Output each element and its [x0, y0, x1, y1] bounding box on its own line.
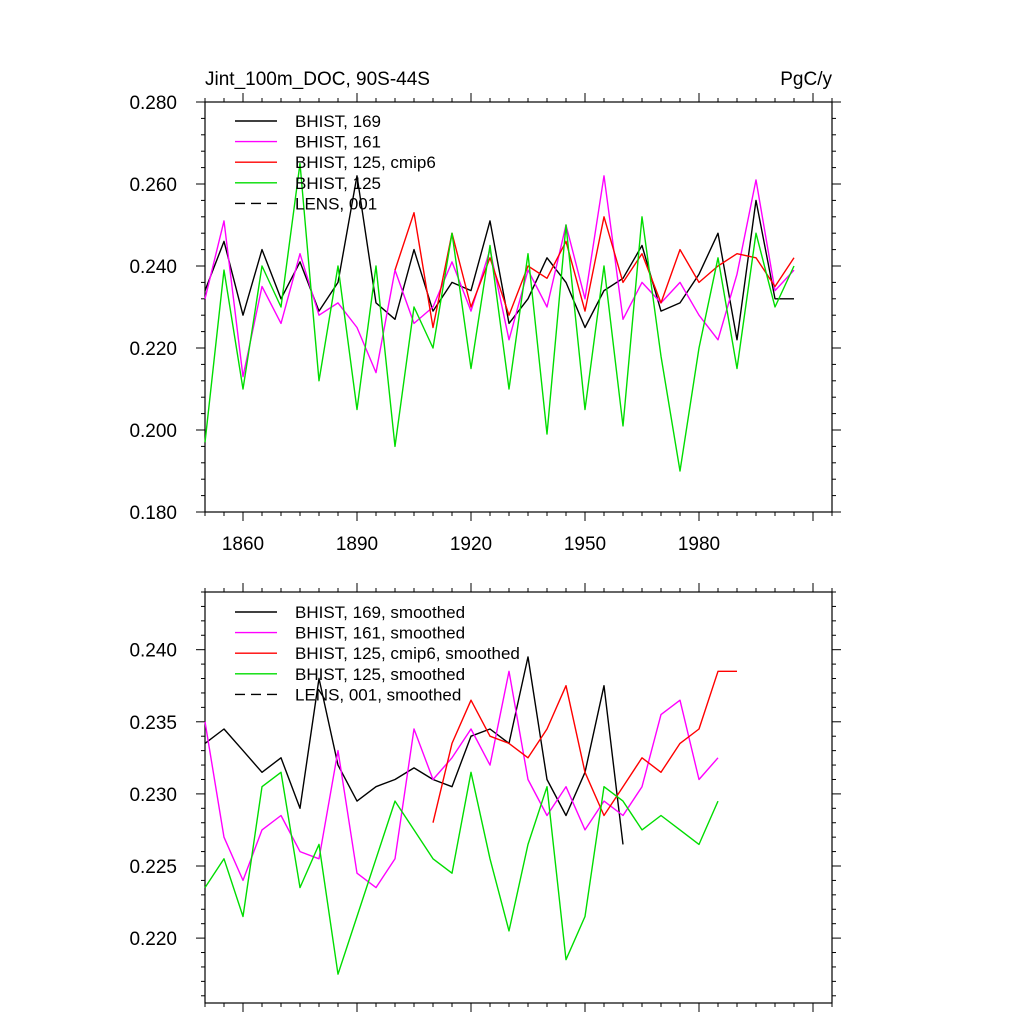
y-tick-label-1-1: 0.225	[129, 857, 177, 878]
y-tick-label-0-5: 0.280	[129, 93, 177, 114]
y-tick-label-1-3: 0.235	[129, 713, 177, 734]
x-tick-label-1920: 1920	[450, 534, 492, 555]
plot-frame-0	[204, 101, 833, 513]
series-line-bhist-161	[204, 175, 795, 378]
bottom-panel: 0.220 0.225 0.230 0.235 0.240 BHIST, 169, smo…	[129, 583, 841, 1012]
x-tick-label-1980: 1980	[678, 534, 720, 555]
x-tick-label-1860: 1860	[222, 534, 264, 555]
series-line-bhist-125-smoothed	[204, 771, 719, 975]
top-panel-units: PgC/y	[780, 69, 832, 90]
legend-label-lens-001: LENS, 001	[295, 194, 377, 213]
y-tick-label-1-4: 0.240	[129, 641, 177, 662]
y-tick-label-0-0: 0.180	[129, 503, 177, 524]
x-tick-label-1950: 1950	[564, 534, 606, 555]
legend-label-bhist-169: BHIST, 169	[295, 112, 381, 131]
y-tick-label-0-4: 0.260	[129, 175, 177, 196]
y-tick-label-1-0: 0.220	[129, 929, 177, 950]
series-line-bhist-125	[204, 162, 795, 472]
y-tick-label-0-3: 0.240	[129, 257, 177, 278]
legend-label-bhist-125-smoothed: BHIST, 125, smoothed	[295, 665, 465, 684]
legend-label-bhist-169-smoothed: BHIST, 169, smoothed	[295, 603, 465, 622]
series-line-bhist-125-cmip6-smoothed	[432, 670, 737, 823]
legend-label-bhist-161-smoothed: BHIST, 161, smoothed	[295, 624, 465, 643]
x-tick-label-1890: 1890	[336, 534, 378, 555]
top-panel-title: Jint_100m_DOC, 90S-44S	[205, 69, 430, 90]
legend-label-lens-001-smoothed: LENS, 001, smoothed	[295, 685, 461, 704]
plot-frame-1	[204, 591, 833, 1004]
y-tick-label-0-1: 0.200	[129, 421, 177, 442]
legend-label-bhist-125-cmip6-smoothed: BHIST, 125, cmip6, smoothed	[295, 644, 520, 663]
top-panel: Jint_100m_DOC, 90S-44S PgC/y 1860 1890 192…	[129, 69, 841, 555]
series-line-bhist-169	[204, 175, 794, 341]
legend-label-bhist-125-cmip6: BHIST, 125, cmip6	[295, 153, 436, 172]
series-line-bhist-169-smoothed	[204, 656, 624, 845]
legend-label-bhist-125: BHIST, 125	[295, 174, 381, 193]
y-tick-label-0-2: 0.220	[129, 339, 177, 360]
series-line-bhist-125-cmip6	[394, 211, 795, 329]
y-tick-label-1-2: 0.230	[129, 785, 177, 806]
legend-label-bhist-161: BHIST, 161	[295, 133, 381, 152]
